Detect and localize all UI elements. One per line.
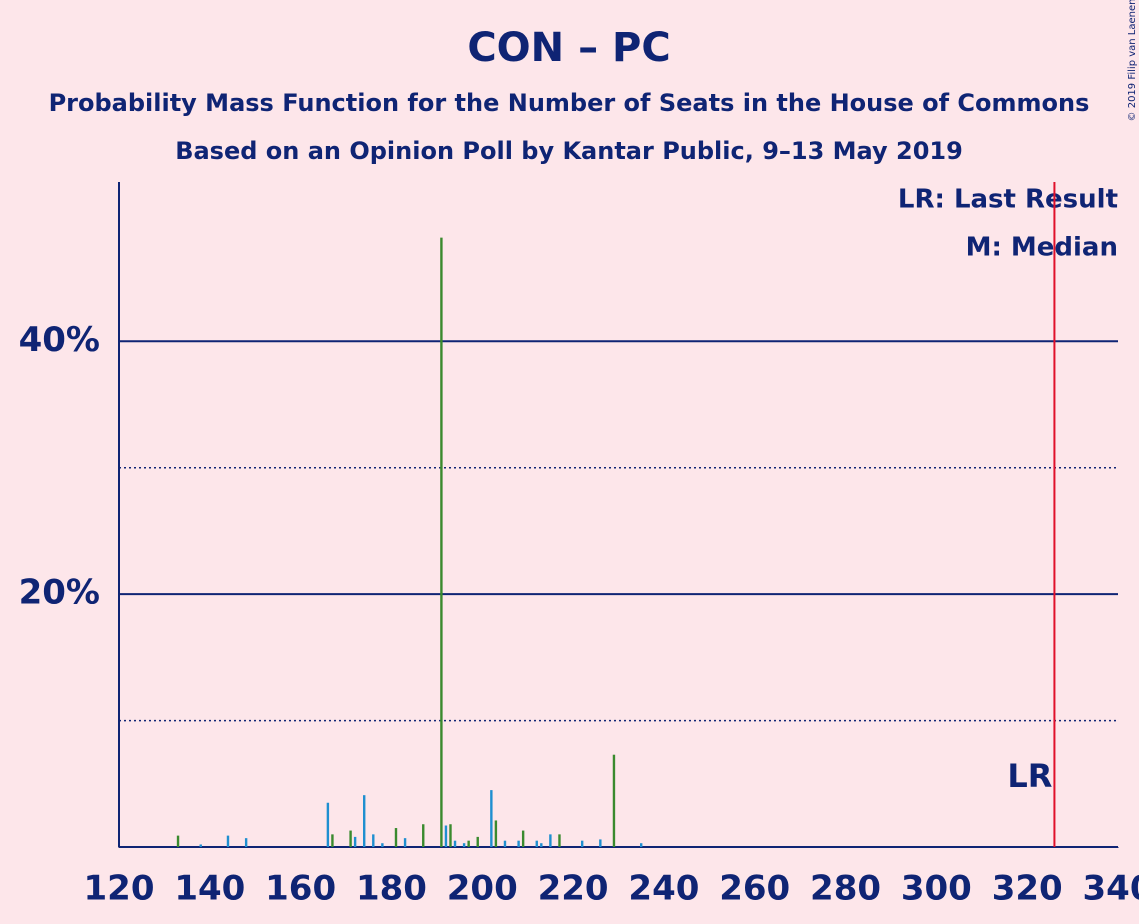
bar (549, 834, 552, 847)
x-tick-label: 200 (447, 869, 518, 909)
x-tick-label: 160 (265, 869, 336, 909)
bar (226, 835, 230, 847)
bar (558, 834, 561, 847)
bar (540, 843, 543, 847)
x-tick-label: 180 (356, 869, 427, 909)
bar (363, 795, 366, 847)
bar (640, 843, 643, 847)
bar (326, 802, 330, 847)
chart-subtitle: Probability Mass Function for the Number… (49, 89, 1090, 117)
bar (444, 825, 448, 847)
bar (199, 844, 202, 847)
legend-entry: LR: Last Result (898, 185, 1118, 215)
bar (331, 834, 334, 847)
bar (612, 754, 616, 847)
x-tick-label: 300 (901, 869, 972, 909)
bar (535, 840, 538, 847)
bar (580, 840, 584, 847)
bar (422, 824, 425, 847)
x-tick-label: 280 (810, 869, 881, 909)
bar (490, 790, 493, 847)
bar (599, 839, 602, 847)
bar (449, 824, 452, 847)
bar (467, 840, 470, 847)
x-tick-label: 120 (84, 869, 155, 909)
bar (453, 840, 457, 847)
bar (381, 843, 384, 847)
bar (494, 820, 498, 847)
bar (349, 830, 352, 847)
x-tick-label: 140 (174, 869, 245, 909)
x-tick-label: 320 (992, 869, 1063, 909)
bar (176, 835, 180, 847)
bar (521, 830, 525, 847)
chart-title: CON – PC (467, 25, 670, 71)
last-result-label: LR (1007, 757, 1052, 795)
bar (394, 828, 398, 847)
bar (440, 237, 443, 847)
copyright: © 2019 Filip van Laenen (1127, 0, 1138, 121)
y-tick-label: 40% (19, 320, 100, 360)
bar (476, 836, 479, 847)
x-tick-label: 260 (719, 869, 790, 909)
x-tick-label: 340 (1083, 869, 1139, 909)
x-tick-label: 220 (538, 869, 609, 909)
bar (403, 838, 407, 847)
y-tick-label: 20% (19, 573, 100, 613)
bar (353, 836, 357, 847)
bar (503, 840, 507, 847)
chart-subtitle: Based on an Opinion Poll by Kantar Publi… (175, 137, 963, 165)
legend-entry: M: Median (966, 233, 1118, 263)
bar (372, 834, 375, 847)
bar (244, 838, 248, 847)
bar (462, 843, 466, 847)
x-tick-label: 240 (628, 869, 699, 909)
bar (517, 840, 520, 847)
